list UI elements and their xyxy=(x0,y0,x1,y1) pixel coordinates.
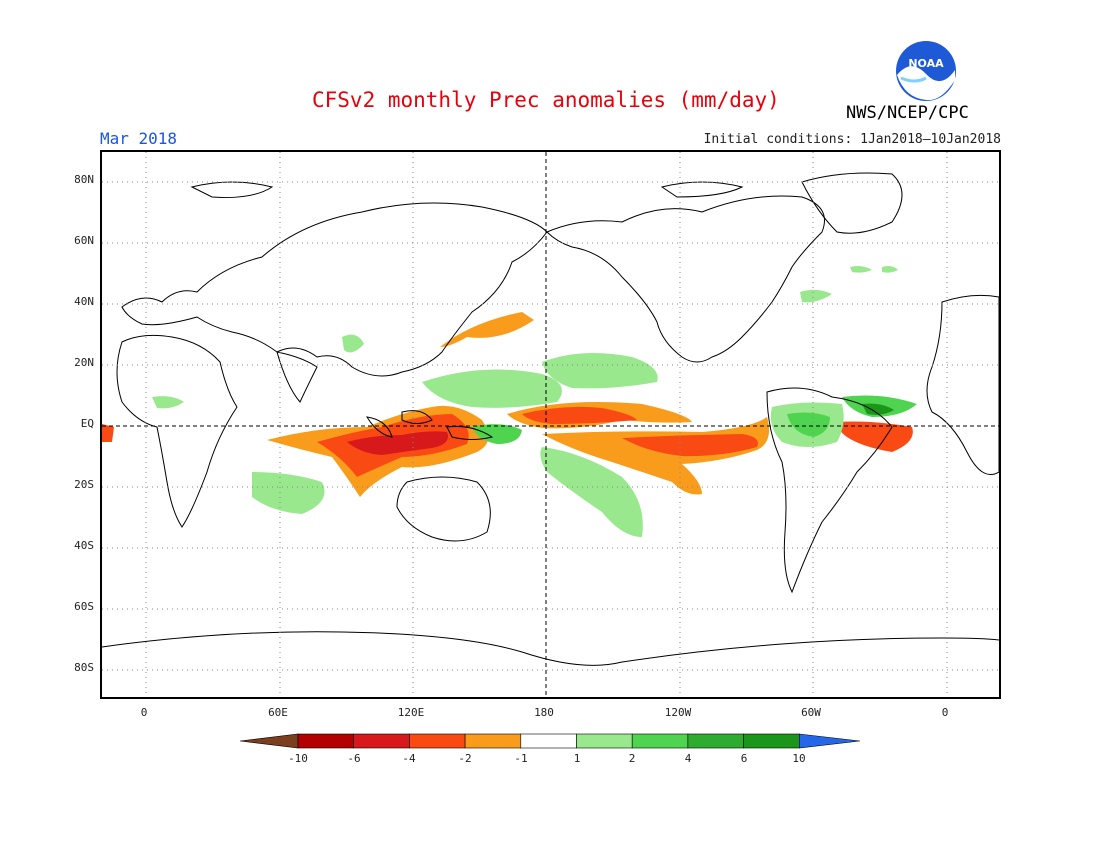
map-title: CFSv2 monthly Prec anomalies (mm/day) xyxy=(312,88,780,112)
colorbar-tick-label: 1 xyxy=(573,752,581,765)
colorbar-tick-label: -2 xyxy=(458,752,472,765)
anomaly-shading xyxy=(102,266,917,537)
colorbar-tick-label: 2 xyxy=(628,752,636,765)
colorbar-tick-label: -10 xyxy=(288,752,308,765)
graticule xyxy=(102,152,999,697)
colorbar-tick-label: 6 xyxy=(740,752,748,765)
precip-anomaly-map xyxy=(100,150,1001,699)
lat-label: 40N xyxy=(74,295,94,308)
lat-label: 40S xyxy=(74,539,94,552)
agency-label: NWS/NCEP/CPC xyxy=(846,103,969,123)
lon-label: 0 xyxy=(941,706,949,719)
logo-text: NOAA xyxy=(908,57,944,70)
lon-label: 120W xyxy=(664,706,692,719)
coastlines xyxy=(102,172,999,666)
equator-dateline xyxy=(102,152,999,697)
colorbar-tick-label: -4 xyxy=(402,752,416,765)
lat-label: 80S xyxy=(74,661,94,674)
lat-label: 80N xyxy=(74,173,94,186)
lat-label: EQ xyxy=(80,417,94,430)
colorbar-tick-label: -6 xyxy=(347,752,361,765)
period-label: Mar 2018 xyxy=(100,129,178,148)
colorbar-tick-label: -1 xyxy=(514,752,528,765)
lon-label: 60W xyxy=(801,706,821,719)
lat-label: 20N xyxy=(74,356,94,369)
colorbar xyxy=(239,732,862,754)
lon-label: 60E xyxy=(268,706,288,719)
noaa-logo-icon: NOAA xyxy=(895,40,957,102)
lon-label: 120E xyxy=(397,706,425,719)
colorbar-tick-label: 4 xyxy=(684,752,692,765)
lat-label: 20S xyxy=(74,478,94,491)
initial-conditions-label: Initial conditions: 1Jan2018–10Jan2018 xyxy=(703,132,1001,147)
colorbar-tick-label: 10 xyxy=(792,752,806,765)
lon-label: 0 xyxy=(140,706,148,719)
lat-label: 60S xyxy=(74,600,94,613)
lat-label: 60N xyxy=(74,234,94,247)
lon-label: 180 xyxy=(534,706,554,719)
